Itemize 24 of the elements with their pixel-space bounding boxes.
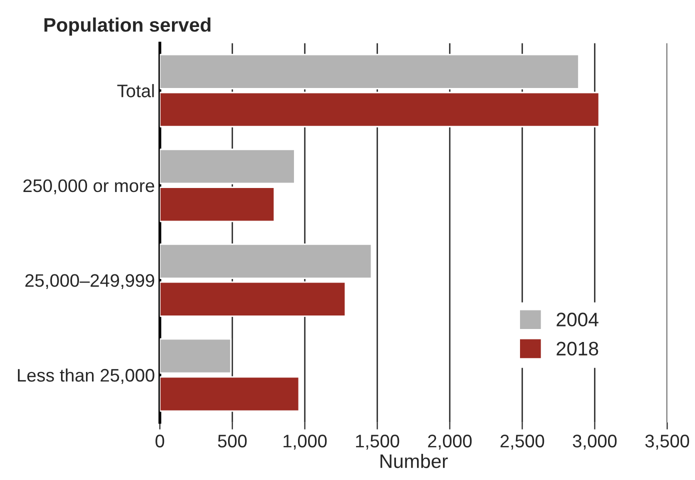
x-tick-label: 500 <box>218 434 247 448</box>
bar <box>160 376 300 412</box>
x-tick-label: 1,500 <box>356 434 400 450</box>
x-tick-label: 2,000 <box>428 434 472 450</box>
y-tick-label: Total <box>117 84 154 98</box>
x-axis-title: Number <box>380 454 448 468</box>
y-tick-label: 25,000–249,999 <box>25 274 154 290</box>
y-tick-label: 250,000 or more <box>23 179 154 194</box>
x-tick-label: 2,500 <box>500 434 544 450</box>
bar <box>160 338 232 374</box>
x-tick-label: 1,000 <box>284 434 327 450</box>
bar <box>160 54 580 90</box>
x-tick-label: 3,500 <box>645 434 690 450</box>
legend-label: 2018 <box>556 342 598 356</box>
bar <box>160 186 276 222</box>
y-axis-title: Population served <box>44 17 210 36</box>
bar <box>160 281 346 317</box>
x-tick-label: 3,000 <box>572 434 617 450</box>
bar <box>160 148 296 184</box>
bar <box>160 243 372 279</box>
y-tick-label: Less than 25,000 <box>18 368 154 384</box>
x-tick-label: 0 <box>156 434 164 448</box>
bar <box>160 92 600 128</box>
legend-label: 2004 <box>556 312 598 326</box>
